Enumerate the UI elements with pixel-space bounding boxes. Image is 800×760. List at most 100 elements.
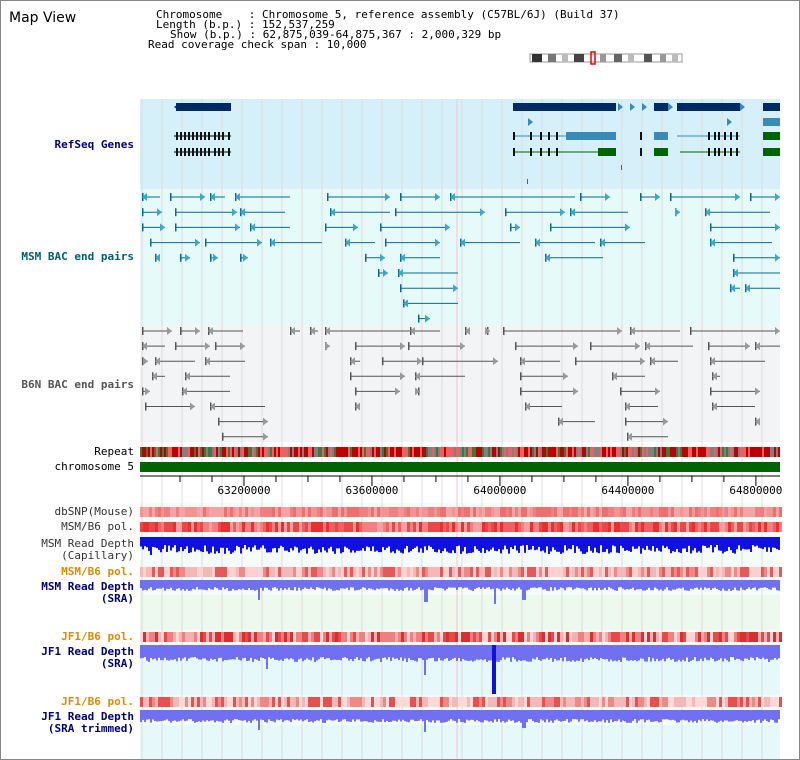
bac-end-arrow[interactable]	[417, 357, 422, 366]
refseq-gene[interactable]	[513, 103, 616, 111]
bac-end-arrow[interactable]	[353, 223, 358, 232]
exon[interactable]	[530, 148, 532, 156]
chromosome-bar[interactable]	[140, 462, 780, 472]
bac-end-arrow[interactable]	[403, 299, 408, 308]
bac-end-arrow[interactable]	[612, 372, 617, 381]
bac-end-arrow[interactable]	[235, 193, 240, 201]
bac-end-arrow[interactable]	[205, 357, 210, 366]
bac-end[interactable]	[180, 327, 182, 335]
bac-end[interactable]	[505, 208, 507, 217]
bac-end-arrow[interactable]	[730, 284, 735, 293]
exon[interactable]	[188, 132, 190, 140]
exon[interactable]	[204, 148, 206, 156]
bac-end-arrow[interactable]	[210, 193, 215, 201]
refseq-gene[interactable]	[763, 103, 780, 111]
exon[interactable]	[724, 132, 726, 140]
bac-end[interactable]	[625, 417, 627, 426]
bac-end-arrow[interactable]	[152, 372, 157, 381]
exon[interactable]	[730, 148, 732, 156]
bac-end-arrow[interactable]	[400, 372, 405, 381]
bac-end[interactable]	[218, 417, 220, 426]
bac-end-arrow[interactable]	[325, 342, 330, 351]
exon[interactable]	[718, 148, 720, 156]
refseq-gene[interactable]	[763, 118, 780, 126]
bac-end-arrow[interactable]	[755, 417, 760, 426]
strand-arrow[interactable]	[740, 103, 745, 111]
bac-end-arrow[interactable]	[493, 357, 498, 366]
bac-end-arrow[interactable]	[208, 327, 213, 335]
bac-end-arrow[interactable]	[453, 284, 458, 293]
bac-end[interactable]	[142, 357, 144, 366]
bac-end[interactable]	[510, 223, 512, 232]
bac-end-arrow[interactable]	[155, 357, 160, 366]
bac-end[interactable]	[733, 253, 735, 262]
bac-end[interactable]	[418, 314, 420, 323]
bac-end-arrow[interactable]	[627, 432, 632, 441]
bac-end-arrow[interactable]	[157, 208, 162, 217]
strand-arrow[interactable]	[642, 103, 647, 111]
bac-end-arrow[interactable]	[625, 402, 630, 411]
bac-end-arrow[interactable]	[775, 223, 780, 232]
bac-end-arrow[interactable]	[263, 432, 268, 441]
exon[interactable]	[184, 132, 186, 140]
exon[interactable]	[724, 148, 726, 156]
bac-end[interactable]	[150, 238, 152, 247]
bac-end-arrow[interactable]	[573, 342, 578, 351]
exon[interactable]	[214, 148, 216, 156]
bac-end-arrow[interactable]	[710, 238, 715, 247]
bac-end[interactable]	[205, 238, 207, 247]
bac-end[interactable]	[355, 387, 357, 396]
bac-end[interactable]	[640, 193, 642, 201]
exon[interactable]	[640, 132, 642, 140]
strand-arrow[interactable]	[528, 118, 533, 126]
exon[interactable]	[228, 132, 230, 140]
bac-end[interactable]	[175, 223, 177, 232]
bac-end[interactable]	[515, 342, 517, 351]
bac-end[interactable]	[142, 223, 144, 232]
bac-end-arrow[interactable]	[395, 387, 400, 396]
bac-end-arrow[interactable]	[640, 357, 645, 366]
bac-end[interactable]	[690, 327, 692, 335]
bac-end[interactable]	[550, 223, 552, 232]
bac-end-arrow[interactable]	[445, 223, 450, 232]
bac-end[interactable]	[710, 223, 712, 232]
bac-end-arrow[interactable]	[205, 342, 210, 351]
bac-end-arrow[interactable]	[775, 193, 780, 201]
exon[interactable]	[730, 132, 732, 140]
bac-end-arrow[interactable]	[380, 253, 385, 262]
exon[interactable]	[714, 132, 716, 140]
bac-end[interactable]	[400, 193, 402, 201]
bac-end[interactable]	[240, 253, 242, 262]
bac-end-arrow[interactable]	[675, 208, 680, 217]
bac-end[interactable]	[422, 357, 424, 366]
bac-end-arrow[interactable]	[182, 387, 187, 396]
exon[interactable]	[204, 132, 206, 140]
bac-end-arrow[interactable]	[355, 402, 360, 411]
exon[interactable]	[708, 148, 710, 156]
bac-end-arrow[interactable]	[655, 193, 660, 201]
bac-end[interactable]	[180, 253, 182, 262]
bac-end-arrow[interactable]	[290, 327, 295, 335]
bac-end-arrow[interactable]	[712, 372, 717, 381]
bac-end-arrow[interactable]	[160, 223, 165, 232]
exon[interactable]	[530, 132, 532, 140]
bac-end[interactable]	[365, 253, 367, 262]
bac-end[interactable]	[750, 193, 752, 201]
exon[interactable]	[184, 148, 186, 156]
bac-end-arrow[interactable]	[167, 327, 172, 335]
refseq-gene[interactable]	[176, 103, 231, 111]
bac-end-arrow[interactable]	[345, 238, 350, 247]
bac-end-arrow[interactable]	[400, 342, 405, 351]
bac-end-arrow[interactable]	[155, 253, 160, 262]
bac-end[interactable]	[503, 327, 505, 335]
bac-end[interactable]	[520, 372, 522, 381]
exon[interactable]	[180, 148, 182, 156]
bac-end-arrow[interactable]	[545, 253, 550, 262]
bac-end-arrow[interactable]	[143, 357, 148, 366]
bac-end-arrow[interactable]	[485, 327, 490, 335]
exon[interactable]	[548, 132, 550, 140]
exon[interactable]	[556, 132, 558, 140]
bac-end[interactable]	[708, 342, 710, 351]
bac-end[interactable]	[350, 372, 352, 381]
exon[interactable]	[180, 132, 182, 140]
